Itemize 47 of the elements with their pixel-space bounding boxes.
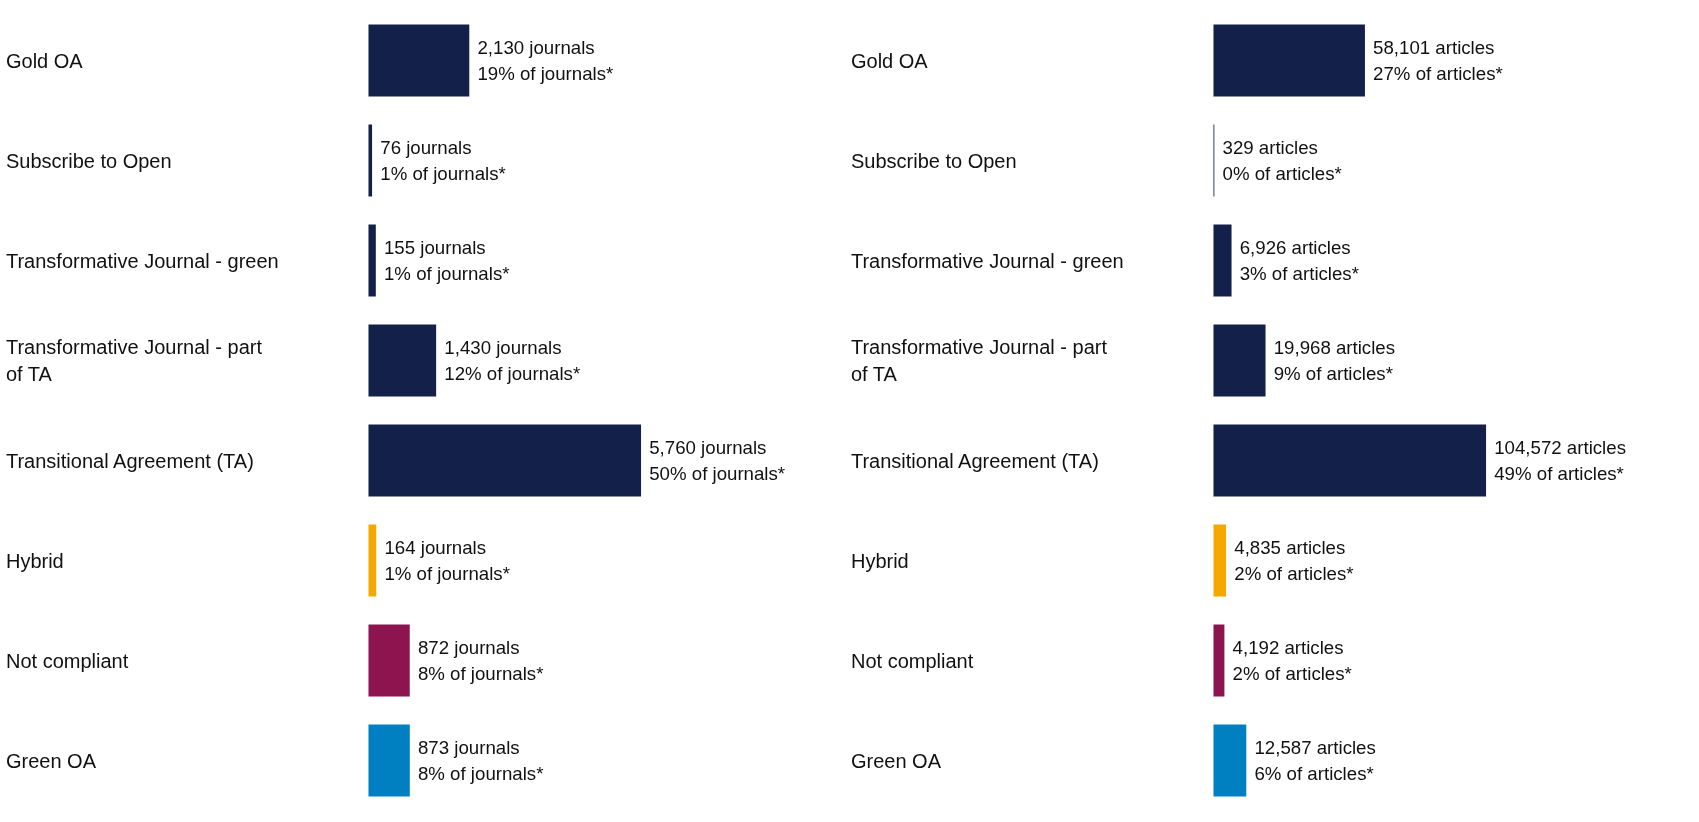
data-label: 164 journals 1% of journals* — [384, 537, 510, 584]
category-label: Green OA — [850, 749, 941, 772]
data-label: 2,130 journals 19% of journals* — [477, 37, 614, 84]
category-label: Hybrid — [850, 549, 909, 572]
data-label: 4,192 articles 2% of articles* — [1232, 637, 1352, 684]
data-label: 329 articles 0% of articles* — [1222, 137, 1342, 184]
category-label: Transformative Journal - green — [850, 249, 1124, 272]
data-label: 104,572 articles 49% of articles* — [1494, 437, 1626, 484]
category-label: Transitional Agreement (TA) — [5, 449, 254, 472]
bar — [368, 424, 642, 497]
category-label: Transformative Journal - part of TA — [850, 336, 1107, 385]
data-label: 872 journals 8% of journals* — [417, 637, 544, 684]
category-label: Not compliant — [5, 649, 129, 672]
bar — [1213, 724, 1247, 797]
data-label: 873 journals 8% of journals* — [417, 737, 544, 784]
bar — [368, 624, 410, 697]
bar — [1213, 524, 1227, 597]
data-label: 76 journals 1% of journals* — [380, 137, 506, 184]
bar — [1213, 24, 1365, 97]
bar — [1213, 324, 1266, 397]
category-label: Subscribe to Open — [5, 149, 172, 172]
category-label: Transitional Agreement (TA) — [850, 449, 1099, 472]
bar — [368, 524, 377, 597]
data-label: 1,430 journals 12% of journals* — [444, 337, 581, 384]
bar — [1213, 224, 1232, 297]
data-label: 5,760 journals 50% of journals* — [649, 437, 786, 484]
data-label: 6,926 articles 3% of articles* — [1239, 237, 1359, 284]
bar — [368, 24, 470, 97]
category-label: Gold OA — [850, 49, 928, 72]
bar — [368, 224, 376, 297]
bar — [1213, 424, 1487, 497]
category-label: Transformative Journal - part of TA — [5, 336, 262, 385]
data-label: 12,587 articles 6% of articles* — [1254, 737, 1376, 784]
bar — [368, 724, 410, 797]
category-label: Green OA — [5, 749, 96, 772]
category-label: Not compliant — [850, 649, 974, 672]
data-label: 19,968 articles 9% of articles* — [1273, 337, 1396, 384]
bar — [368, 324, 437, 397]
data-label: 4,835 articles 2% of articles* — [1234, 537, 1354, 584]
category-label: Transformative Journal - green — [5, 249, 279, 272]
bar — [1213, 624, 1225, 697]
data-label: 155 journals 1% of journals* — [384, 237, 510, 284]
category-label: Hybrid — [5, 549, 64, 572]
data-label: 58,101 articles 27% of articles* — [1373, 37, 1503, 84]
bar — [368, 124, 373, 197]
category-label: Gold OA — [5, 49, 83, 72]
category-label: Subscribe to Open — [850, 149, 1017, 172]
